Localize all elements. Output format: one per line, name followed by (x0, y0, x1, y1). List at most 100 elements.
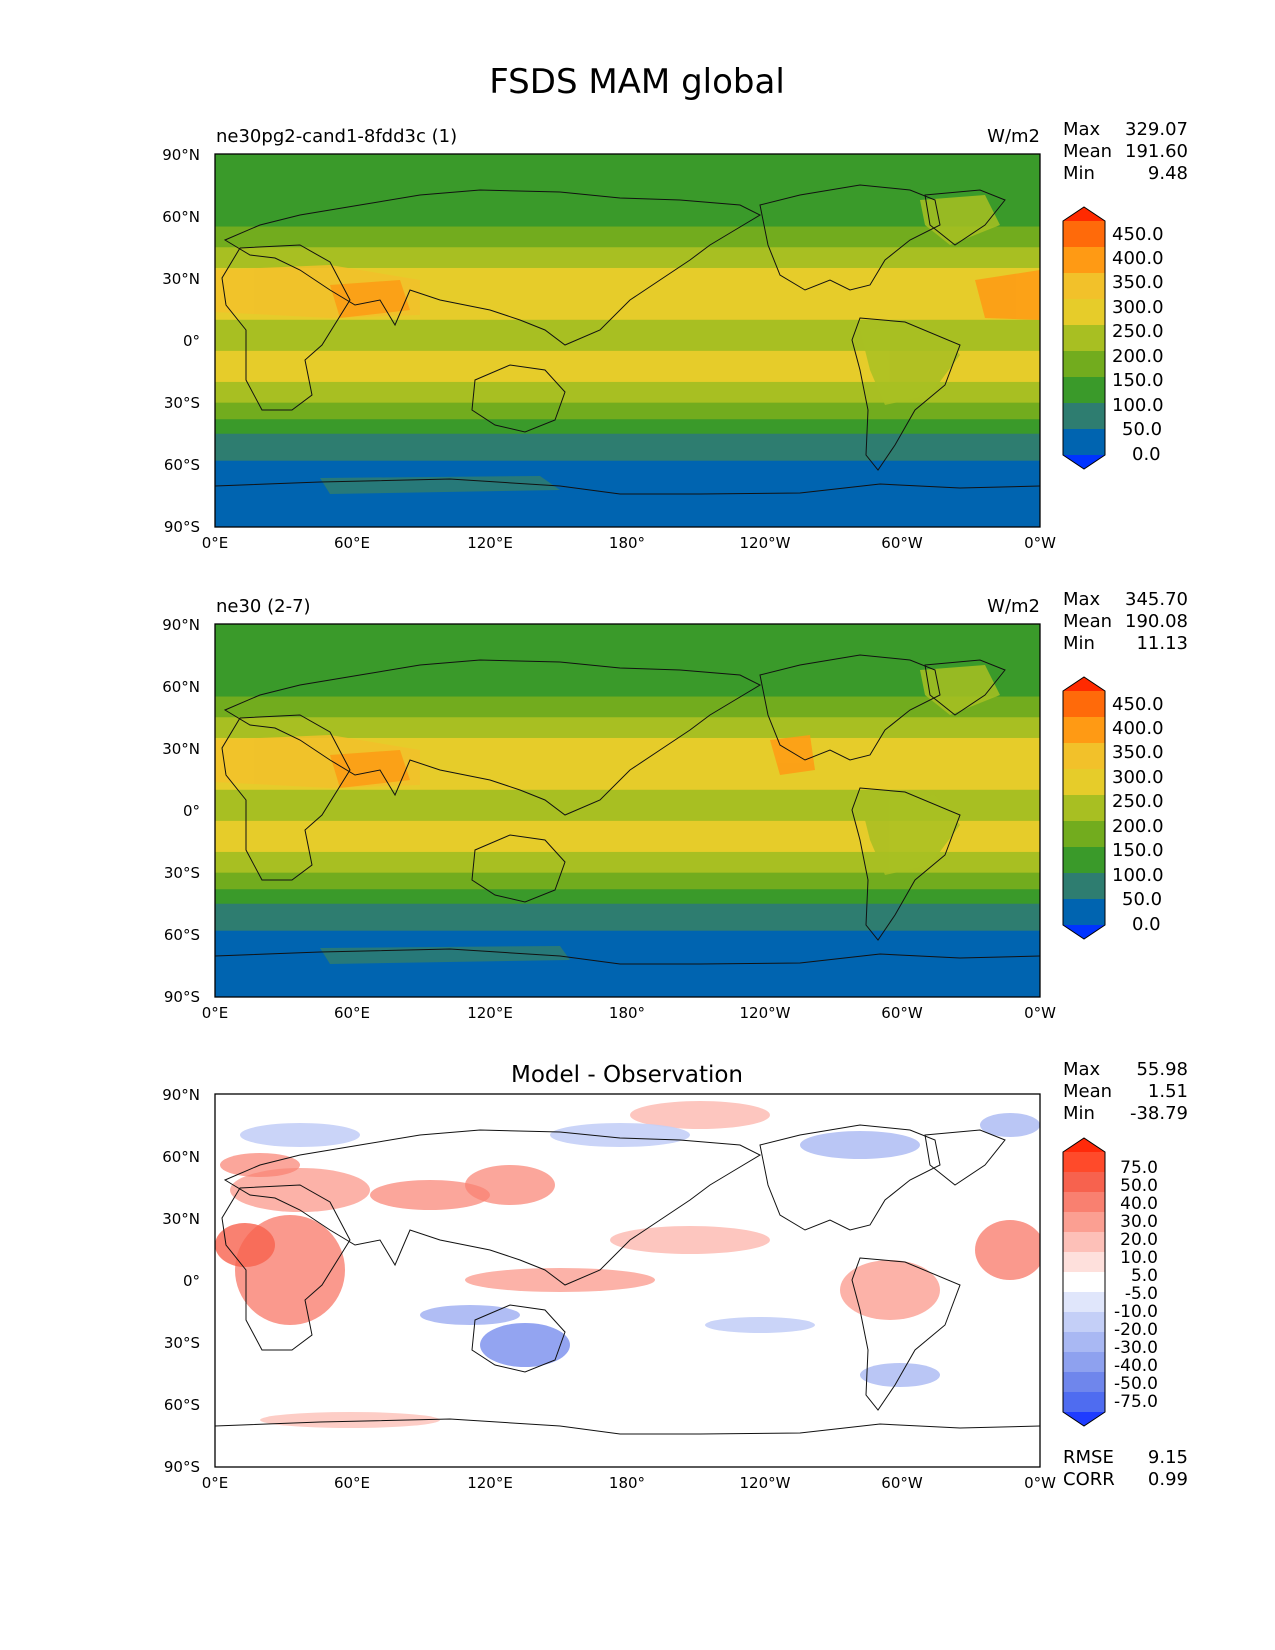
colorbar-segment (1063, 1352, 1105, 1373)
stat-max-label: Max (1063, 119, 1101, 140)
panel-1-colorbar (1062, 206, 1106, 470)
colorbar-segment (1063, 1292, 1105, 1313)
panel-2-title: ne30 (2-7) (216, 596, 311, 617)
colorbar-segment (1063, 403, 1105, 430)
stat-min-value: 9.48 (1148, 163, 1188, 184)
land-patches (215, 195, 1040, 494)
amazon-patch (860, 325, 960, 405)
y-tick: 30°S (164, 864, 200, 882)
stat-min-label: Min (1063, 163, 1095, 184)
y-tick: 0° (183, 802, 200, 820)
greenland-coast (924, 1129, 1006, 1186)
amazon-patch (860, 795, 960, 875)
panel-2-frame (214, 623, 1041, 998)
colorbar-label: -40.0 (1114, 1356, 1158, 1376)
y-tick: 90°S (164, 518, 200, 536)
anomaly-patch (215, 1223, 275, 1267)
colorbar-label: 150.0 (1112, 370, 1164, 391)
panel-3-stats: Max 55.98 Mean 1.51 Min -38.79 (1063, 1059, 1188, 1124)
colorbar-label: 50.0 (1122, 889, 1162, 910)
south-america-coast (851, 317, 961, 471)
x-tick: 120°E (467, 1004, 513, 1022)
x-tick: 0°W (1024, 1474, 1056, 1492)
y-tick: 60°S (164, 456, 200, 474)
panel-3-title: Model - Observation (511, 1062, 743, 1088)
x-tick: 0°E (202, 1004, 229, 1022)
y-tick: 30°N (162, 270, 200, 288)
colorbar-label: 0.0 (1132, 444, 1161, 465)
x-tick: 180° (609, 1004, 645, 1022)
x-tick: 180° (609, 1474, 645, 1492)
colorbar-segment (1063, 1312, 1105, 1333)
stat-min-value: 11.13 (1136, 633, 1188, 654)
positive-anomalies (215, 1101, 1040, 1428)
latitude-band (215, 299, 1040, 321)
stat-mean-label: Mean (1063, 141, 1112, 162)
anomaly-patch (975, 1220, 1040, 1280)
colorbar-segment (1063, 1272, 1105, 1293)
colorbar-segment (1063, 1332, 1105, 1353)
colorbar-extend-min (1063, 1412, 1105, 1426)
anomaly-patch (420, 1305, 520, 1325)
colorbar-label: 50.0 (1122, 419, 1162, 440)
atlantic-patch (975, 270, 1040, 320)
antarctica-coast (215, 478, 1040, 495)
x-tick: 0°E (202, 534, 229, 552)
y-tick: 60°N (162, 678, 200, 696)
negative-anomalies (240, 1113, 1040, 1387)
x-tick: 120°E (467, 1474, 513, 1492)
anomaly-patch (980, 1113, 1040, 1137)
x-tick: 0°W (1024, 534, 1056, 552)
panel-1-units: W/m2 (987, 126, 1040, 147)
y-tick: 30°S (164, 1334, 200, 1352)
colorbar-segment (1063, 1212, 1105, 1233)
anomaly-patch (705, 1317, 815, 1333)
colorbar-extend-max (1063, 1138, 1105, 1152)
colorbar-label: 300.0 (1112, 297, 1164, 318)
colorbar-outline (1062, 676, 1106, 940)
colorbar-segment (1063, 769, 1105, 796)
corr-label: CORR (1063, 1469, 1115, 1490)
latitude-band (215, 872, 1040, 890)
land-patches (215, 665, 1000, 964)
colorbar-segment (1063, 795, 1105, 822)
australia-coast (471, 1304, 566, 1373)
stat-mean-label: Mean (1063, 1081, 1112, 1102)
anomaly-patch (465, 1268, 655, 1292)
x-tick: 60°E (334, 1004, 370, 1022)
north-america-coast (759, 184, 941, 291)
colorbar-segment (1063, 1192, 1105, 1213)
latitude-band (215, 665, 1040, 698)
colorbar-segment (1063, 325, 1105, 352)
mexico-patch (770, 735, 815, 775)
europe-asia-coast (223, 659, 762, 816)
africa-coast (221, 714, 351, 881)
y-tick: 0° (183, 1272, 200, 1290)
panel-1-stats: Max 329.07 Mean 191.60 Min 9.48 (1063, 119, 1188, 184)
colorbar-segment (1063, 743, 1105, 770)
stat-max-label: Max (1063, 1059, 1101, 1080)
colorbar-segment (1063, 821, 1105, 848)
colorbar-segment (1063, 873, 1105, 900)
colorbar-segment (1063, 847, 1105, 874)
colorbar-segment (1063, 1232, 1105, 1253)
panel-3-metrics: RMSE 9.15 CORR 0.99 (1063, 1447, 1188, 1490)
y-tick: 60°N (162, 208, 200, 226)
colorbar-label: 300.0 (1112, 767, 1164, 788)
colorbar-label: 450.0 (1112, 224, 1164, 245)
panel-2-units: W/m2 (987, 596, 1040, 617)
colorbar-label: 100.0 (1112, 395, 1164, 416)
y-tick: 30°S (164, 394, 200, 412)
colorbar-outline (1062, 206, 1106, 470)
africa-coast (221, 244, 351, 411)
latitude-band (215, 154, 1040, 176)
y-tick: 90°N (162, 616, 200, 634)
colorbar-extend-min (1063, 455, 1105, 469)
latitude-band (215, 889, 1040, 905)
anomaly-patch (370, 1180, 490, 1210)
colorbar-segment (1063, 377, 1105, 404)
panel-3: Model - Observation Max 55.98 Mean 1.51 … (162, 1059, 1188, 1492)
colorbar-segment (1063, 351, 1105, 378)
colorbar-label: 200.0 (1112, 816, 1164, 837)
colorbar-label: 350.0 (1112, 272, 1164, 293)
